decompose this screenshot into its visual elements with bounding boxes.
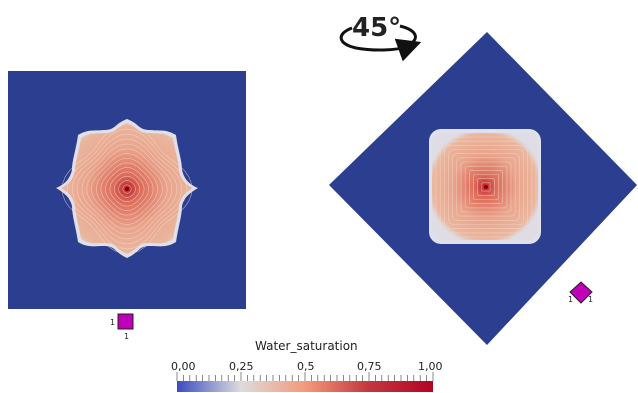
- colorbar-tick-label: 1,00: [418, 360, 443, 373]
- left-contour-line: [91, 153, 163, 225]
- right-contour-line: [448, 149, 524, 225]
- right-cell-x-label: 1: [588, 295, 593, 304]
- right-contour-line: [477, 178, 495, 196]
- rotation-arrow-icon: [339, 26, 422, 62]
- right-cell-icon: 1 1: [568, 281, 593, 304]
- right-contour-line: [473, 174, 499, 200]
- right-injection-source: [484, 185, 488, 189]
- right-contour-line: [456, 157, 516, 217]
- left-cell-square: [117, 313, 134, 330]
- rotation-indicator: 45°: [339, 13, 422, 62]
- rotation-angle-label: 45°: [352, 13, 401, 43]
- right-cell-y-label: 1: [568, 295, 573, 304]
- colorbar-legend: Water_saturation 0,00 0,25 0,5 0,75 1,00: [171, 339, 443, 392]
- left-contour-line: [114, 176, 140, 202]
- left-injection-source: [125, 187, 129, 191]
- colorbar-tick-label: 0,75: [357, 360, 382, 373]
- left-plume-contours: [61, 123, 193, 255]
- left-contour-line: [100, 162, 154, 216]
- colorbar-tick-label: 0,25: [229, 360, 254, 373]
- colorbar-tick-label: 0,5: [297, 360, 315, 373]
- left-cell-y-label: 1: [110, 318, 115, 327]
- left-contour-line: [122, 184, 132, 194]
- right-contour-line: [435, 136, 537, 238]
- right-contour-line: [452, 153, 520, 221]
- colorbar-title: Water_saturation: [255, 339, 358, 353]
- left-contour-line: [118, 180, 136, 198]
- left-contour-line: [71, 133, 183, 245]
- left-cell-icon: 1 1: [110, 313, 134, 341]
- left-contour-line: [61, 123, 193, 255]
- left-domain: [8, 71, 246, 309]
- left-contour-line: [66, 128, 188, 250]
- left-cell-x-label: 1: [124, 332, 129, 341]
- left-contour-line: [109, 171, 145, 207]
- rotation-arrow-back: [399, 24, 417, 46]
- left-contour-line: [86, 148, 168, 230]
- right-cell-diamond: [569, 281, 593, 304]
- left-contour-line: [105, 167, 149, 211]
- right-contour-line: [468, 170, 503, 204]
- left-contour-line: [95, 157, 159, 221]
- colorbar-tick-label: 0,00: [171, 360, 196, 373]
- right-contour-line: [464, 165, 508, 209]
- right-contour-line: [439, 140, 533, 234]
- left-contour-line: [76, 138, 178, 240]
- right-contour-line: [443, 145, 528, 229]
- left-contour-line: [81, 143, 173, 235]
- right-contour-line: [481, 182, 491, 192]
- colorbar-gradient: [177, 381, 433, 392]
- colorbar-ticks: [176, 372, 434, 381]
- right-contour-line: [460, 161, 512, 213]
- right-domain: [329, 32, 637, 345]
- right-plume-contours: [435, 136, 537, 238]
